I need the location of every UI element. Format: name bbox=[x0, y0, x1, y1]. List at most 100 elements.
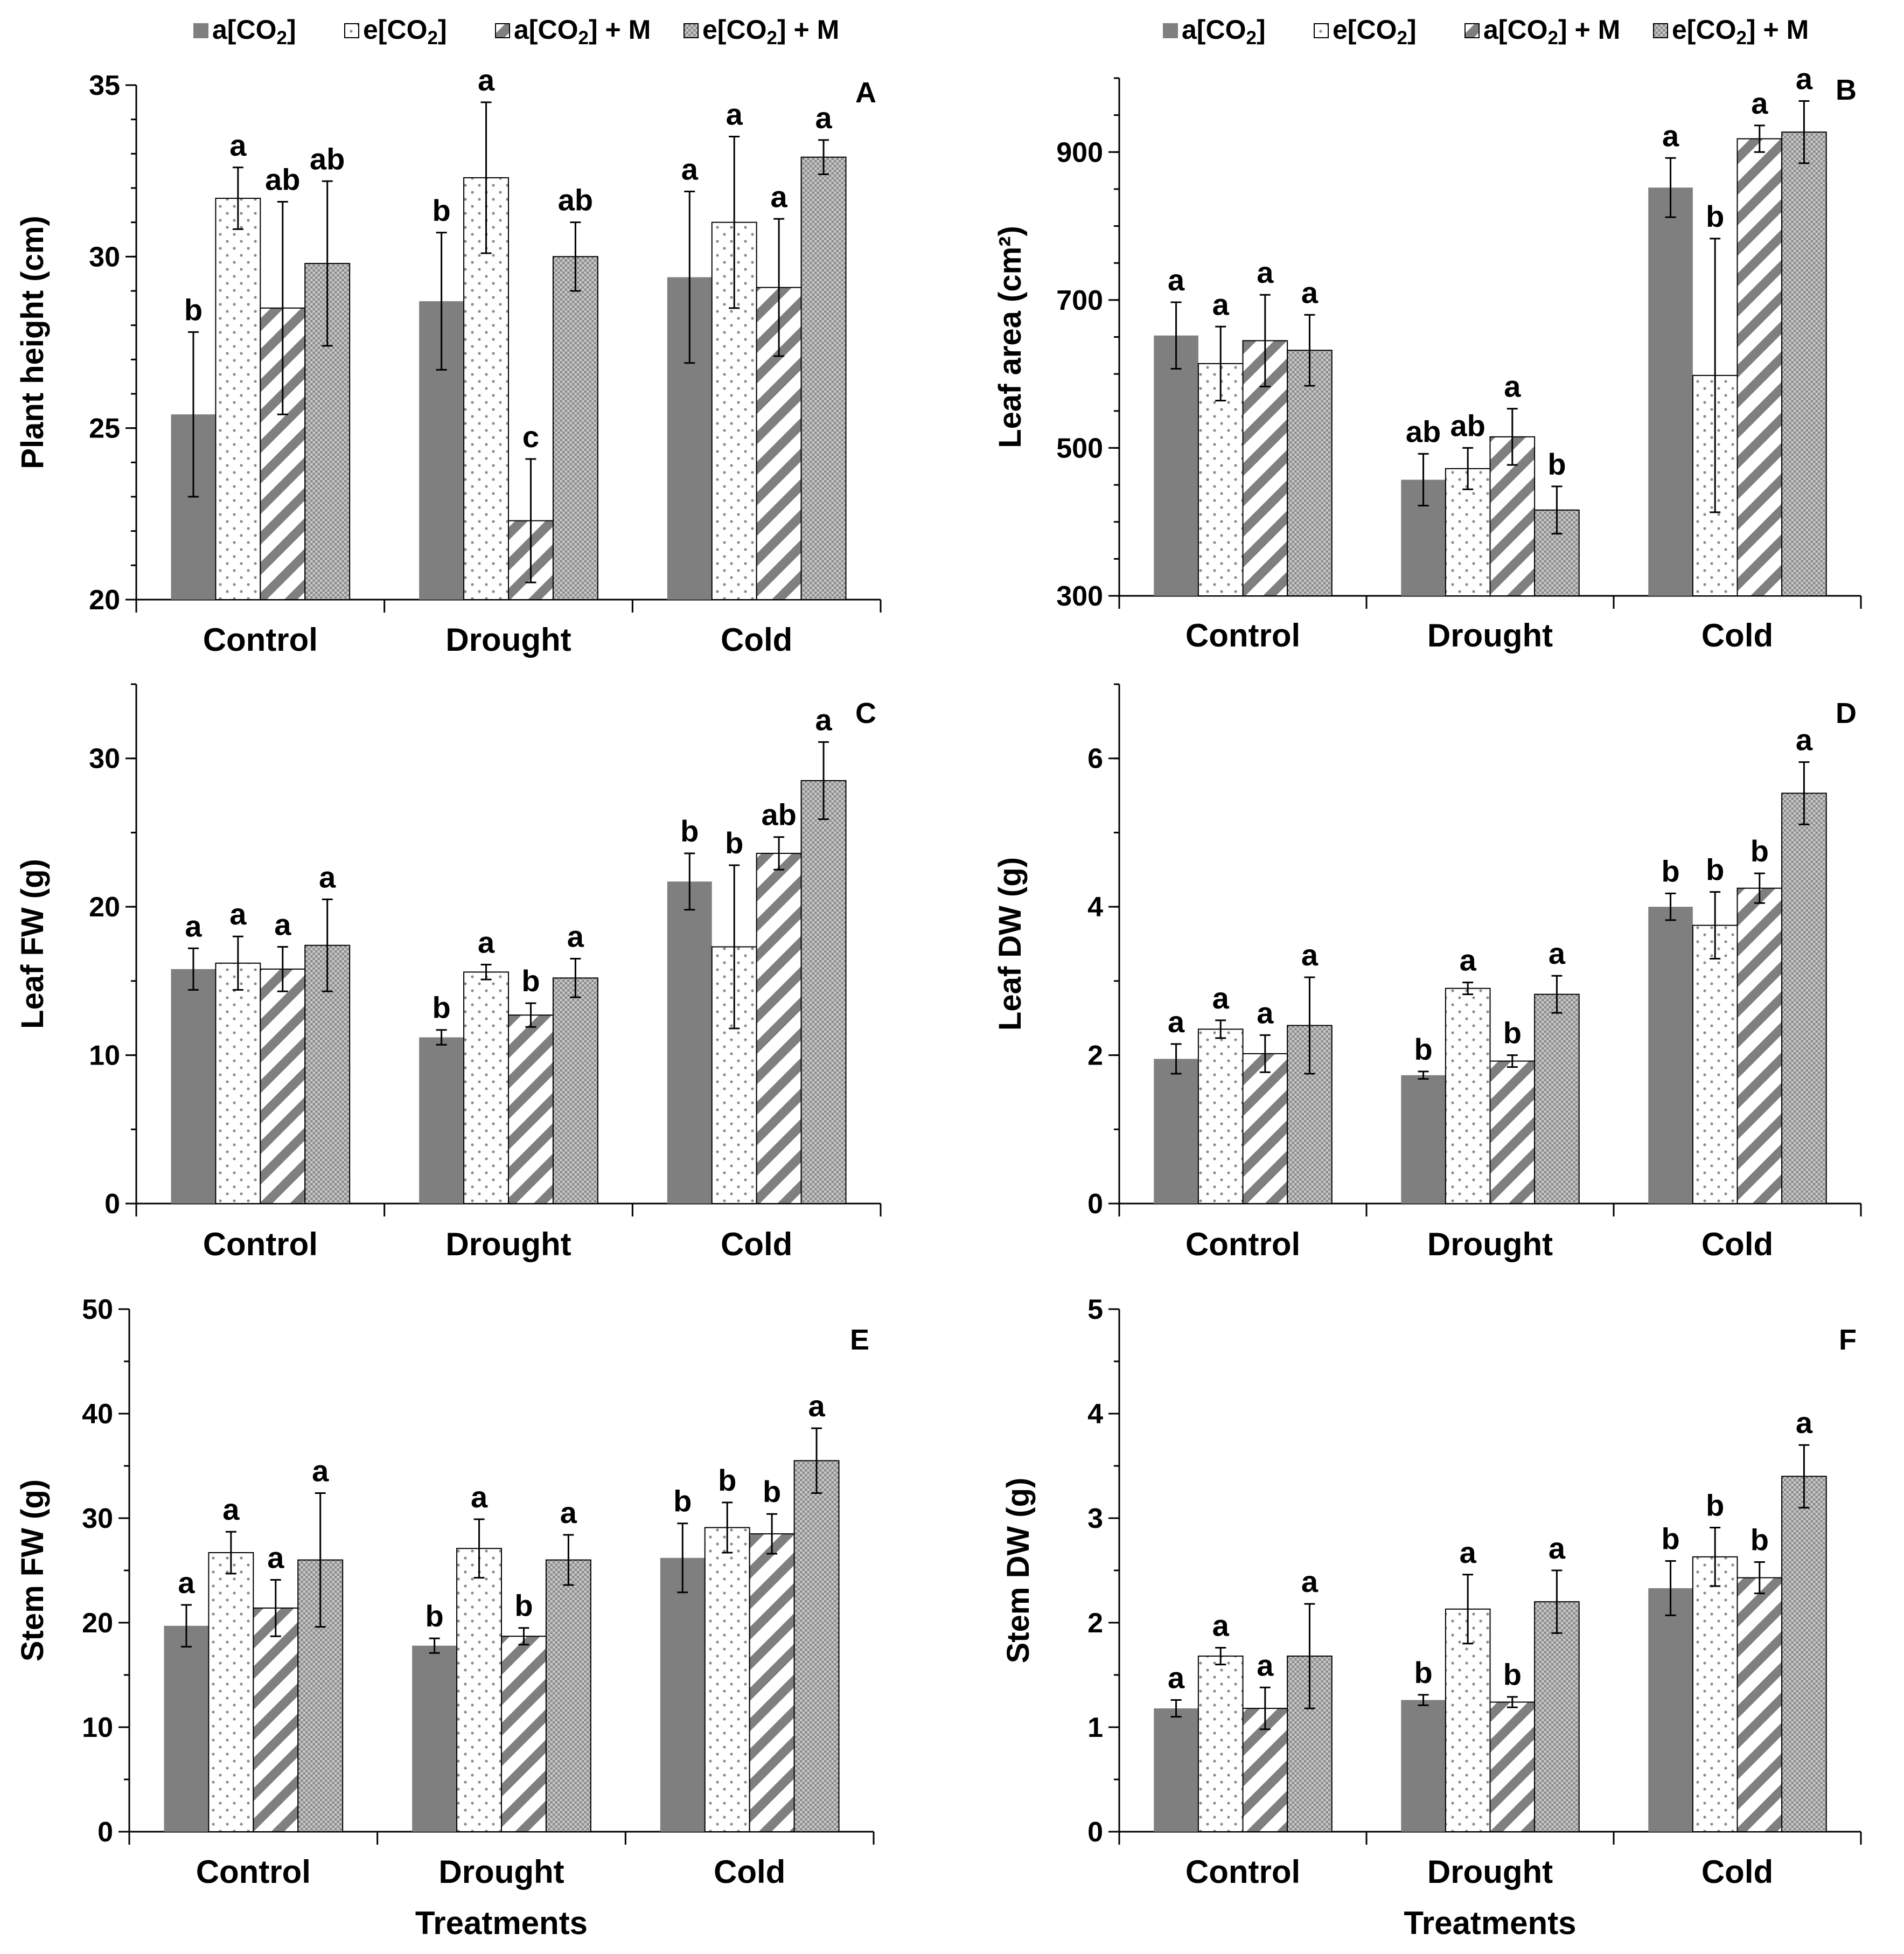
significance-letter: a bbox=[1751, 86, 1768, 120]
significance-letter: a bbox=[1301, 938, 1319, 972]
bar bbox=[749, 1533, 795, 1833]
bar bbox=[800, 780, 847, 1204]
y-tick-label: 25 bbox=[89, 413, 120, 444]
bar bbox=[164, 1625, 209, 1832]
bar bbox=[667, 881, 712, 1204]
significance-letter: b bbox=[426, 1599, 444, 1633]
significance-letter: ab bbox=[1406, 414, 1441, 448]
y-tick-label: 700 bbox=[1056, 285, 1103, 316]
significance-letter: a bbox=[1212, 287, 1230, 321]
significance-letter: b bbox=[1750, 834, 1769, 868]
significance-letter: a bbox=[1212, 981, 1230, 1015]
legend-swatch bbox=[1653, 23, 1668, 38]
significance-letter: a bbox=[1549, 1531, 1566, 1565]
significance-letter: a bbox=[1257, 255, 1274, 289]
significance-letter: b bbox=[725, 826, 743, 860]
bar bbox=[1489, 1701, 1536, 1832]
y-tick-label: 4 bbox=[1087, 1399, 1103, 1430]
y-axis-label: Plant height (cm) bbox=[15, 215, 50, 469]
significance-letter: b bbox=[1503, 1658, 1522, 1692]
significance-letter: a bbox=[1460, 943, 1477, 977]
x-axis-label: Treatments bbox=[1404, 1905, 1576, 1941]
significance-letter: a bbox=[808, 1389, 825, 1423]
bar bbox=[1287, 350, 1333, 596]
y-tick-label: 35 bbox=[89, 70, 120, 101]
significance-letter: a bbox=[771, 179, 788, 213]
x-tick-label: Cold bbox=[1701, 1854, 1773, 1890]
significance-letter: a bbox=[681, 152, 699, 186]
legend-left: a[CO2​] e[CO2​] a[CO2​] + M e[CO2​] + M bbox=[193, 15, 839, 48]
x-tick-label: Drought bbox=[1427, 1226, 1553, 1262]
significance-letter: a bbox=[229, 128, 247, 162]
significance-letter: b bbox=[1706, 199, 1724, 233]
bar bbox=[501, 1636, 547, 1832]
significance-letter: a bbox=[229, 897, 247, 931]
y-tick-label: 40 bbox=[82, 1399, 113, 1430]
y-tick-label: 2 bbox=[1087, 1608, 1103, 1639]
legend-label: e[CO2​] + M bbox=[702, 15, 839, 48]
y-tick-label: 900 bbox=[1056, 137, 1103, 168]
y-axis-label: Leaf area (cm²) bbox=[993, 226, 1028, 448]
y-tick-label: 20 bbox=[89, 892, 120, 923]
significance-letter: a bbox=[815, 101, 832, 135]
significance-letter: b bbox=[1706, 853, 1724, 887]
legend-swatch bbox=[344, 23, 359, 38]
x-axis-label: Treatments bbox=[415, 1905, 588, 1941]
significance-letter: b bbox=[1547, 447, 1566, 481]
significance-letter: b bbox=[1661, 854, 1679, 888]
significance-letter: ab bbox=[310, 142, 345, 176]
bar bbox=[208, 1552, 254, 1832]
significance-letter: a bbox=[1168, 1005, 1185, 1039]
significance-letter: b bbox=[1706, 1488, 1724, 1522]
significance-letter: b bbox=[673, 1484, 692, 1518]
significance-letter: b bbox=[184, 293, 203, 326]
significance-letter: a bbox=[815, 703, 832, 736]
y-axis-label: Leaf DW (g) bbox=[993, 857, 1028, 1031]
y-tick-label: 0 bbox=[104, 1188, 120, 1220]
significance-letter: a bbox=[1460, 1535, 1477, 1569]
legend-label: a[CO2​] + M bbox=[514, 15, 651, 48]
y-tick-label: 30 bbox=[82, 1503, 113, 1534]
bar bbox=[800, 156, 847, 600]
legend-label: a[CO2​] bbox=[1182, 15, 1266, 48]
x-tick-label: Control bbox=[203, 622, 318, 658]
significance-letter: a bbox=[1168, 1661, 1185, 1695]
significance-letter: b bbox=[1503, 1016, 1522, 1050]
bar bbox=[1197, 1656, 1244, 1833]
significance-letter: a bbox=[1301, 275, 1319, 309]
significance-letter: a bbox=[1549, 936, 1566, 970]
legend-swatch bbox=[684, 23, 699, 38]
bar bbox=[1648, 1588, 1693, 1832]
x-tick-label: Cold bbox=[721, 1226, 792, 1262]
significance-letter: a bbox=[1168, 263, 1185, 297]
bar bbox=[508, 1014, 554, 1204]
significance-letter: a bbox=[478, 926, 495, 959]
y-tick-label: 50 bbox=[82, 1294, 113, 1325]
bar bbox=[1736, 138, 1783, 596]
bar bbox=[456, 1548, 503, 1832]
significance-letter: a bbox=[185, 909, 202, 943]
legend-label: a[CO2​] + M bbox=[1483, 15, 1620, 48]
significance-letter: a bbox=[1796, 723, 1813, 757]
x-tick-label: Cold bbox=[721, 622, 792, 658]
significance-letter: a bbox=[560, 1496, 577, 1529]
x-tick-label: Control bbox=[1185, 1854, 1300, 1890]
significance-letter: b bbox=[1750, 1522, 1769, 1556]
significance-letter: b bbox=[680, 814, 699, 848]
x-tick-label: Cold bbox=[1701, 617, 1773, 653]
panel-letter: D bbox=[1836, 697, 1857, 729]
y-tick-label: 6 bbox=[1087, 743, 1103, 775]
y-axis-label: Stem DW (g) bbox=[1001, 1478, 1036, 1664]
y-tick-label: 10 bbox=[89, 1040, 120, 1072]
bar bbox=[1692, 924, 1738, 1204]
significance-letter: a bbox=[567, 920, 584, 954]
legend-right: a[CO2​] e[CO2​] a[CO2​] + M e[CO2​] + M bbox=[1163, 15, 1809, 48]
bar bbox=[253, 1607, 299, 1833]
legend-swatch bbox=[1464, 23, 1480, 38]
bar bbox=[1692, 1556, 1738, 1833]
panel-letter: E bbox=[850, 1324, 869, 1356]
significance-letter: b bbox=[1661, 1522, 1679, 1556]
x-tick-label: Control bbox=[196, 1854, 311, 1890]
